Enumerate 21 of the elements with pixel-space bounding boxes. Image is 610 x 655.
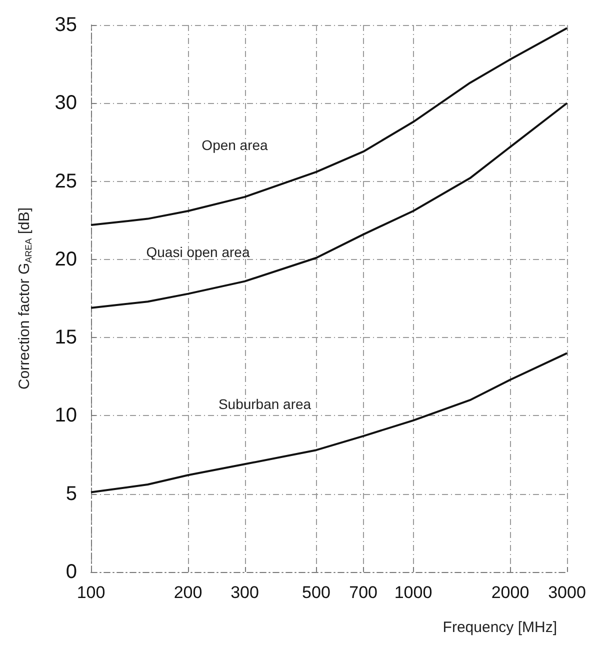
y-tick-label: 15 [54,326,77,349]
y-tick-label: 30 [54,92,77,114]
y-tick-label: 5 [66,482,77,505]
y-axis-title: Correction factor GAREA [dB] [16,207,34,390]
x-axis-title: Frequency [MHz] [442,619,557,636]
text: Open area [202,136,268,153]
y-tick-label: 20 [54,248,77,270]
x-tick-label: 500 [302,583,330,602]
x-tick-label: 300 [230,583,259,602]
x-tick-label: 100 [76,583,106,602]
text: Suburban area [218,396,312,412]
x-tick-label: 1000 [394,583,432,602]
y-tick-label: 35 [54,14,77,36]
x-tick-label: 2000 [491,583,530,602]
series-label: Quasi open area [146,244,250,260]
x-tick-label: 700 [349,583,378,602]
x-tick-label: 3000 [548,583,586,602]
x-tick-label: 200 [174,583,202,602]
y-tick-label: 10 [54,404,77,427]
y-tick-label: 25 [54,170,77,192]
y-tick-label: 0 [66,561,77,583]
